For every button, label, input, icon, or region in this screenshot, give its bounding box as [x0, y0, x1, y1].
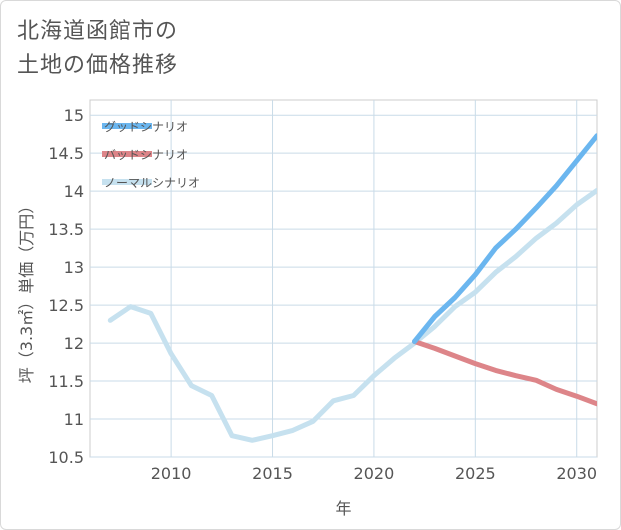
series-line-3: [107, 187, 597, 443]
y-tick-label: 13: [64, 258, 84, 277]
x-tick-label: 2025: [455, 464, 496, 483]
chart-title: 北海道函館市の 土地の価格推移: [17, 15, 178, 83]
y-tick-label: 14.5: [48, 144, 84, 163]
x-tick-label: 2010: [151, 464, 192, 483]
x-axis-title: 年: [335, 499, 351, 518]
x-tick-label: 2015: [252, 464, 293, 483]
x-tick-label: 2020: [354, 464, 395, 483]
y-axis-ticks: 10.5 11 11.5 12 12.5 13 13.5 14 14.5 15: [48, 106, 84, 467]
chart-title-line1: 北海道函館市の: [17, 19, 179, 44]
y-axis-title: 坪（3.3㎡）単価（万円）: [17, 198, 36, 383]
grid-lines: [90, 100, 597, 458]
series-line-2: [412, 339, 597, 407]
series-lines: [107, 133, 597, 443]
y-tick-label: 15: [64, 106, 84, 125]
legend-label: ノーマルシナリオ: [104, 176, 200, 190]
y-tick-label: 11.5: [48, 372, 84, 391]
y-tick-label: 10.5: [48, 448, 84, 467]
x-axis-ticks: 2010 2015 2020 2025 2030: [151, 464, 597, 483]
legend-label: バッドシナリオ: [104, 148, 188, 162]
y-tick-label: 13.5: [48, 220, 84, 239]
chart-title-line2: 土地の価格推移: [17, 53, 179, 78]
legend-label: グッドシナリオ: [104, 120, 188, 134]
y-tick-label: 12.5: [48, 296, 84, 315]
y-tick-label: 11: [64, 410, 84, 429]
y-tick-label: 12: [64, 334, 84, 353]
series-line-1: [412, 133, 597, 344]
x-tick-label: 2030: [556, 464, 597, 483]
y-tick-label: 14: [64, 182, 84, 201]
